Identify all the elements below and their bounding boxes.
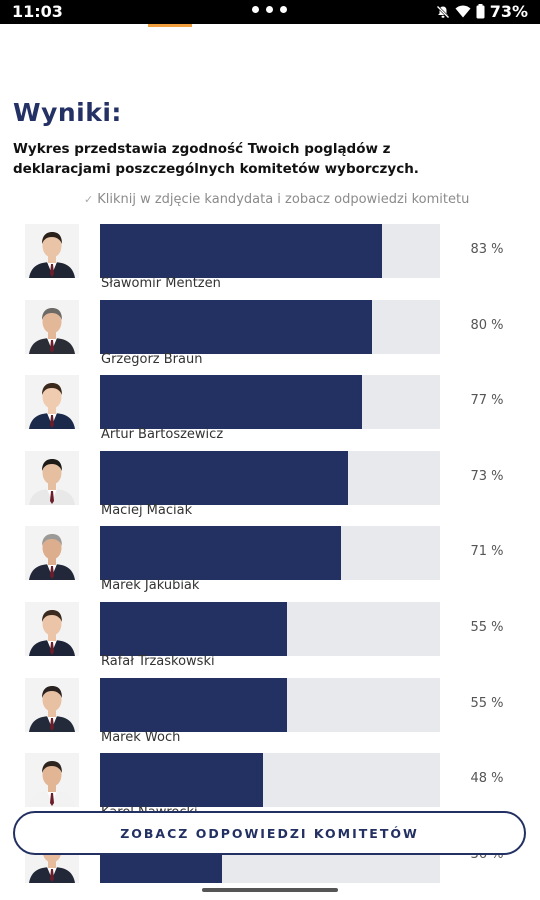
candidate-name: Maciej Maciak [101, 503, 193, 518]
score-percent: 83 % [470, 242, 504, 257]
candidate-photo[interactable] [25, 375, 79, 429]
candidate-row: Maciej Maciak 73 % [0, 451, 540, 527]
header-accent-line [148, 24, 192, 27]
candidate-photo[interactable] [25, 678, 79, 732]
notification-dots-icon [252, 6, 287, 13]
hint-label: Kliknij w zdjęcie kandydata i zobacz odp… [97, 192, 470, 207]
mute-icon [436, 5, 450, 18]
candidate-name: Sławomir Mentzen [101, 276, 221, 291]
battery-percent: 73% [489, 2, 528, 21]
candidate-row: Marek Jakubiak 71 % [0, 526, 540, 602]
score-bar [100, 375, 362, 429]
score-bar [100, 451, 349, 505]
battery-icon [476, 4, 485, 19]
score-bar [100, 678, 287, 732]
candidate-name: Grzegorz Braun [101, 352, 203, 367]
candidate-name: Marek Jakubiak [101, 578, 200, 593]
score-percent: 48 % [470, 771, 504, 786]
page-subtitle: Wykres przedstawia zgodność Twoich poglą… [13, 141, 419, 177]
score-bar [100, 224, 383, 278]
candidate-row: Rafał Trzaskowski 55 % [0, 602, 540, 678]
score-percent: 71 % [470, 544, 504, 559]
candidate-row: Artur Bartoszewicz 77 % [0, 375, 540, 451]
candidate-row: Karol Nawrocki48 % [0, 753, 540, 829]
candidate-name: Rafał Trzaskowski [101, 654, 215, 669]
score-bar [100, 753, 264, 807]
score-bar [100, 300, 372, 354]
candidate-photo[interactable] [25, 526, 79, 580]
score-percent: 80 % [470, 318, 504, 333]
score-bar-track [100, 300, 440, 354]
candidate-photo[interactable] [25, 224, 79, 278]
see-committee-answers-button[interactable]: ZOBACZ ODPOWIEDZI KOMITETÓW [13, 811, 526, 855]
score-percent: 55 % [470, 696, 504, 711]
check-icon: ✓ [84, 193, 94, 206]
candidate-photo[interactable] [25, 300, 79, 354]
candidate-row: Grzegorz Braun 80 % [0, 300, 540, 376]
candidate-row: Sławomir Mentzen 83 % [0, 224, 540, 300]
score-percent: 55 % [470, 620, 504, 635]
gesture-nav-bar[interactable] [202, 888, 338, 892]
cta-label: ZOBACZ ODPOWIEDZI KOMITETÓW [120, 825, 419, 841]
status-icons: 73% [436, 2, 528, 21]
score-bar-track [100, 678, 440, 732]
candidate-row: Marek Woch 55 % [0, 678, 540, 754]
score-percent: 73 % [470, 469, 504, 484]
score-bar [100, 526, 342, 580]
score-bar [100, 602, 287, 656]
status-bar: 11:03 73% [0, 0, 540, 24]
score-bar-track [100, 526, 440, 580]
candidate-photo[interactable] [25, 753, 79, 807]
score-percent: 77 % [470, 393, 504, 408]
score-bar-track [100, 224, 440, 278]
score-bar-track [100, 753, 440, 807]
status-time: 11:03 [12, 2, 63, 21]
score-bar-track [100, 602, 440, 656]
candidate-name: Artur Bartoszewicz [101, 427, 224, 442]
candidate-name: Marek Woch [101, 730, 181, 745]
score-bar-track [100, 375, 440, 429]
hint-text: ✓ Kliknij w zdjęcie kandydata i zobacz od… [84, 192, 469, 207]
candidate-photo[interactable] [25, 602, 79, 656]
candidate-photo[interactable] [25, 451, 79, 505]
score-bar-track [100, 451, 440, 505]
wifi-icon [455, 5, 471, 18]
page-title: Wyniki: [13, 98, 122, 127]
